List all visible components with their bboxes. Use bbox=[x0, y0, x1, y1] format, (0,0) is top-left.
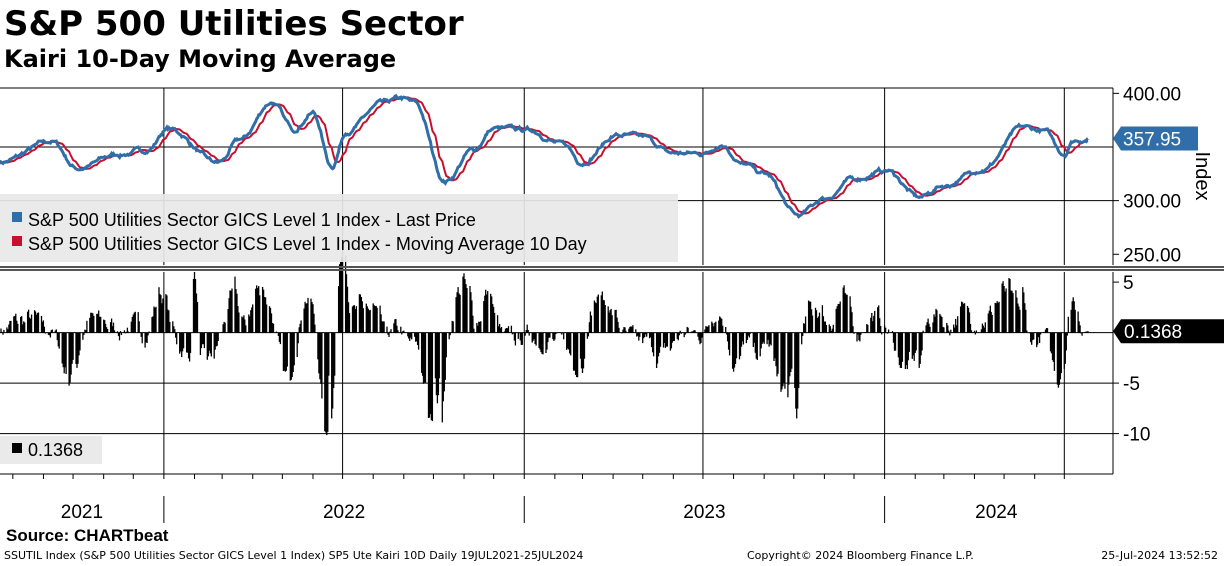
price-panel-grid bbox=[0, 87, 1113, 265]
legend-label-kairi: 0.1368 bbox=[28, 440, 83, 460]
footer-copyright: Copyright© 2024 Bloomberg Finance L.P. bbox=[747, 549, 974, 562]
source-note: Source: CHARTbeat bbox=[6, 526, 169, 545]
kairi-bars bbox=[0, 255, 1089, 436]
ma-line bbox=[0, 96, 1089, 215]
y-tick-label: 5 bbox=[1123, 273, 1134, 294]
kairi-legend: 0.1368 bbox=[0, 436, 102, 464]
price-line bbox=[0, 93, 1089, 219]
legend-label-price: S&P 500 Utilities Sector GICS Level 1 In… bbox=[28, 210, 476, 230]
y-tick-label: 250.00 bbox=[1123, 245, 1181, 266]
year-label-2024: 2024 bbox=[975, 502, 1018, 523]
year-label-2022: 2022 bbox=[323, 502, 365, 523]
legend-swatch-price bbox=[12, 212, 22, 222]
y-axis-title: Index bbox=[1191, 152, 1213, 201]
year-label-2023: 2023 bbox=[683, 502, 725, 523]
year-label-2021: 2021 bbox=[61, 502, 103, 523]
price-legend: S&P 500 Utilities Sector GICS Level 1 In… bbox=[0, 194, 678, 262]
chart-title: S&P 500 Utilities Sector bbox=[4, 4, 464, 44]
footer-ticker: SSUTIL Index (S&P 500 Utilities Sector G… bbox=[4, 549, 584, 562]
x-axis-ticks bbox=[12, 474, 1065, 523]
legend-swatch-kairi bbox=[12, 443, 22, 453]
footer-timestamp: 25-Jul-2024 13:52:52 bbox=[1101, 549, 1218, 562]
price-legend-box bbox=[0, 194, 678, 262]
kairi-badge-shape bbox=[1113, 319, 1224, 344]
kairi-badge-value: 0.1368 bbox=[1124, 322, 1182, 343]
chart-svg: 400.00 300.00 250.00 5 -5 -10 S&P 500 Utiliti… bbox=[0, 84, 1224, 523]
legend-label-ma: S&P 500 Utilities Sector GICS Level 1 In… bbox=[28, 234, 587, 254]
price-current-badge: 357.95 bbox=[1113, 126, 1198, 151]
y-tick-label: 400.00 bbox=[1123, 84, 1181, 105]
price-badge-value: 357.95 bbox=[1123, 129, 1181, 150]
legend-swatch-ma bbox=[12, 236, 22, 246]
chart-subtitle: Kairi 10-Day Moving Average bbox=[4, 45, 397, 73]
y-tick-label: -10 bbox=[1123, 425, 1150, 446]
kairi-current-badge: 0.1368 bbox=[1113, 319, 1224, 344]
y-tick-label: 300.00 bbox=[1123, 192, 1181, 213]
y-tick-label: -5 bbox=[1123, 374, 1140, 395]
y-axis-labels: 400.00 300.00 250.00 5 -5 -10 bbox=[1113, 84, 1181, 446]
price-badge-shape bbox=[1113, 126, 1198, 151]
